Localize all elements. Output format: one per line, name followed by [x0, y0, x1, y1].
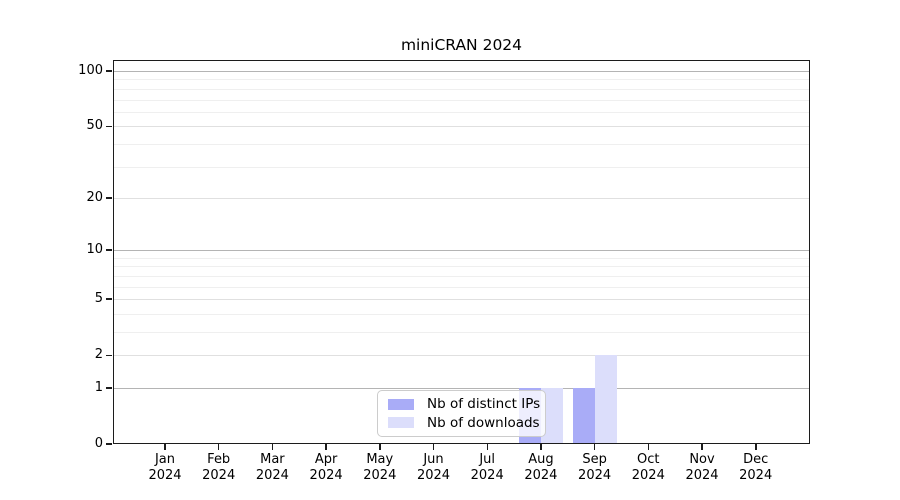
x-tick-mark — [486, 444, 488, 450]
y-tick-mark — [106, 249, 112, 251]
x-tick-label-aug: Aug 2024 — [524, 452, 558, 483]
x-tick-label-oct: Oct 2024 — [631, 452, 665, 483]
x-tick-label-apr: Apr 2024 — [309, 452, 343, 483]
gridline-1 — [113, 388, 810, 389]
x-tick-mark — [164, 444, 166, 450]
gridline-70 — [113, 99, 810, 101]
gridline-2 — [113, 355, 810, 357]
bar-nb-of-downloads-sep — [594, 355, 617, 444]
y-tick-label-5: 5 — [94, 291, 103, 307]
y-tick-label-100: 100 — [78, 63, 103, 78]
y-tick-label-2: 2 — [94, 347, 103, 363]
bar-nb-of-downloads-aug — [540, 388, 563, 444]
y-tick-label-10: 10 — [86, 242, 103, 258]
x-tick-label-nov: Nov 2024 — [685, 452, 719, 483]
gridline-100 — [113, 71, 810, 72]
y-tick-label-1: 1 — [94, 380, 103, 395]
x-tick-label-sep: Sep 2024 — [578, 452, 612, 483]
gridline-30 — [113, 166, 810, 168]
gridline-4 — [113, 313, 810, 315]
x-tick-mark — [217, 444, 220, 450]
gridline-90 — [113, 79, 810, 81]
chart-title: miniCRAN 2024 — [400, 36, 523, 54]
legend-item-0: Nb of distinct IPs — [388, 396, 545, 412]
x-tick-mark — [755, 444, 757, 450]
x-tick-mark — [540, 444, 542, 450]
legend-label: Nb of distinct IPs — [427, 396, 541, 413]
legend-label: Nb of downloads — [427, 414, 540, 431]
legend-swatch-icon — [388, 398, 414, 410]
gridline-10 — [113, 250, 810, 252]
gridline-8 — [113, 266, 810, 268]
y-tick-mark — [106, 125, 112, 127]
gridline-80 — [113, 88, 810, 90]
y-tick-label-20: 20 — [86, 189, 103, 205]
y-tick-mark — [106, 197, 112, 199]
x-tick-mark — [271, 444, 274, 450]
y-tick-mark — [106, 443, 112, 445]
gridline-60 — [113, 111, 810, 113]
plot-area: Nb of distinct IPs Nb of downloads — [113, 60, 810, 444]
gridline-50 — [113, 126, 810, 128]
x-tick-label-jul: Jul 2024 — [470, 452, 504, 483]
y-tick-label-50: 50 — [86, 118, 103, 134]
legend: Nb of distinct IPs Nb of downloads — [377, 390, 546, 437]
x-tick-label-feb: Feb 2024 — [202, 452, 236, 483]
gridline-40 — [113, 143, 810, 145]
x-tick-label-jan: Jan 2024 — [148, 452, 182, 483]
gridline-3 — [113, 332, 810, 333]
legend-item-1: Nb of downloads — [388, 415, 545, 431]
x-tick-label-mar: Mar 2024 — [255, 452, 289, 483]
x-tick-mark — [432, 444, 435, 450]
x-tick-label-jun: Jun 2024 — [416, 452, 451, 483]
gridline-20 — [113, 197, 810, 199]
x-tick-mark — [593, 444, 596, 450]
x-tick-mark — [701, 444, 703, 450]
gridline-5 — [113, 299, 810, 301]
x-tick-mark — [647, 444, 649, 450]
gridline-9 — [113, 257, 810, 259]
x-tick-label-dec: Dec 2024 — [739, 452, 773, 483]
x-tick-mark — [325, 444, 327, 450]
y-tick-label-0: 0 — [94, 436, 103, 451]
plot-frame — [113, 60, 810, 444]
x-tick-label-may: May 2024 — [363, 452, 397, 483]
y-tick-mark — [106, 70, 112, 72]
y-tick-mark — [106, 387, 112, 389]
bar-nb-of-distinct-ips-sep — [572, 388, 595, 444]
gridline-7 — [113, 275, 810, 277]
y-tick-mark — [106, 354, 112, 356]
gridline-6 — [113, 286, 810, 288]
x-tick-mark — [379, 444, 381, 450]
legend-swatch-icon — [388, 417, 414, 429]
y-tick-mark — [106, 298, 112, 300]
